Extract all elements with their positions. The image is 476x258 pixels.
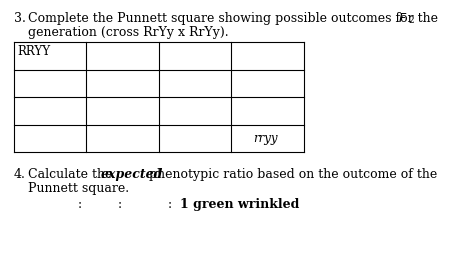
Text: rryy: rryy (253, 132, 277, 145)
Text: expected: expected (101, 168, 163, 181)
Text: Calculate the: Calculate the (28, 168, 116, 181)
Text: 3.: 3. (14, 12, 26, 25)
Text: :: : (78, 198, 82, 211)
Text: :: : (118, 198, 122, 211)
Text: generation (cross RrYy x RrYy).: generation (cross RrYy x RrYy). (28, 26, 228, 39)
Text: Complete the Punnett square showing possible outcomes for the: Complete the Punnett square showing poss… (28, 12, 441, 25)
Text: 1 green wrinkled: 1 green wrinkled (179, 198, 299, 211)
Text: 2: 2 (407, 16, 413, 25)
Text: $F$: $F$ (397, 12, 407, 25)
Text: Punnett square.: Punnett square. (28, 182, 129, 195)
Text: phenotypic ratio based on the outcome of the: phenotypic ratio based on the outcome of… (145, 168, 436, 181)
Text: :: : (168, 198, 172, 211)
Text: 4.: 4. (14, 168, 26, 181)
Text: RRYY: RRYY (17, 45, 50, 58)
